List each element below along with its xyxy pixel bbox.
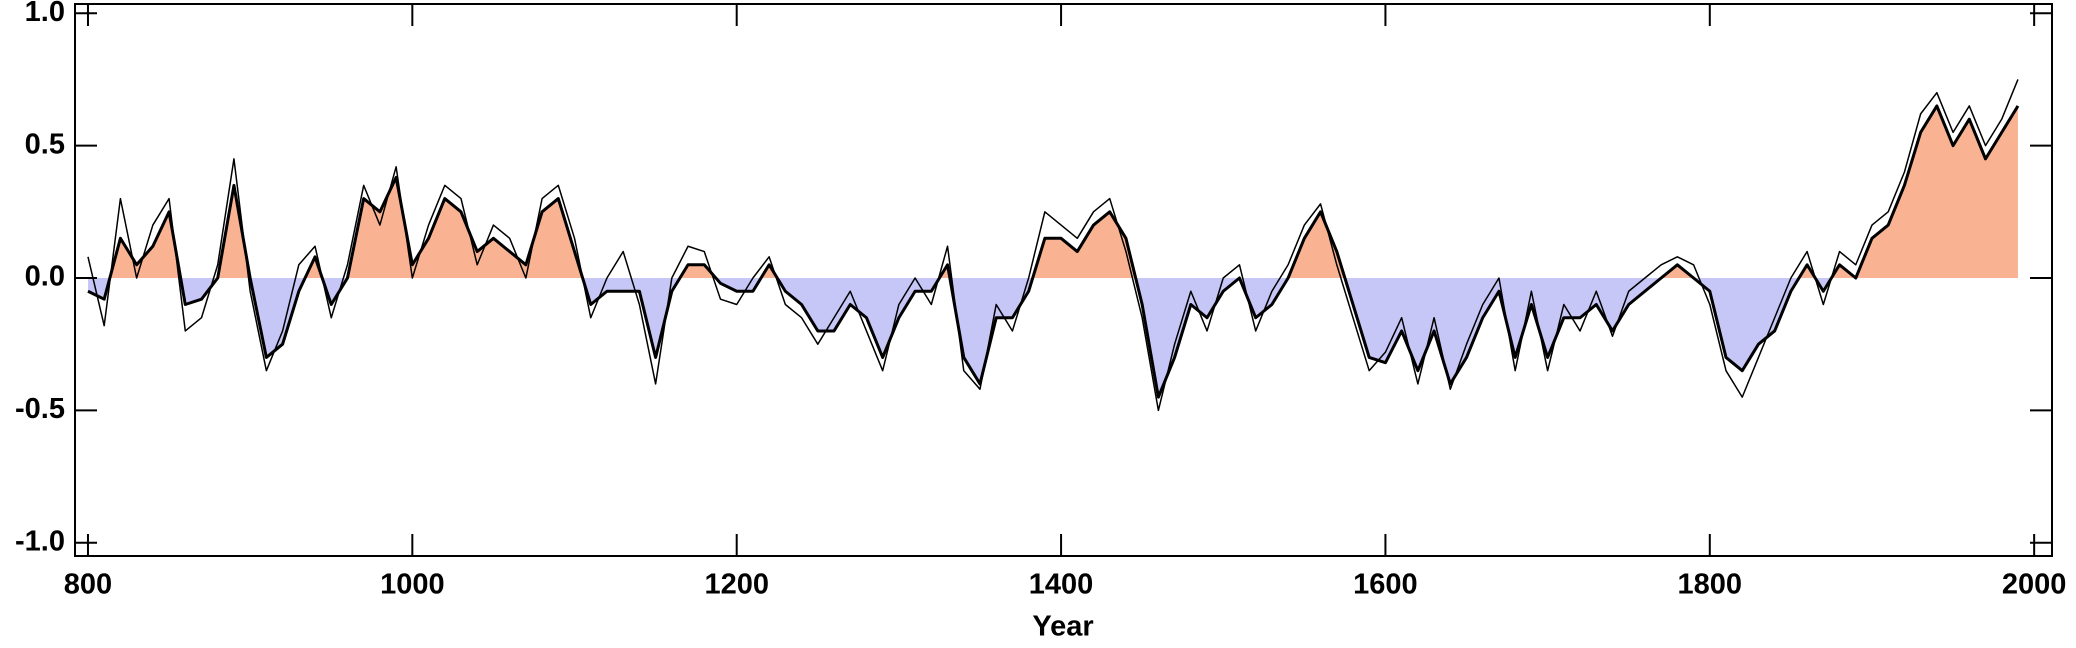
x-tick-label: 1600 [1353, 569, 1418, 601]
x-axis-label: Year [1032, 611, 1093, 643]
y-tick-label: 0.5 [25, 128, 65, 160]
x-tick-label: 800 [64, 569, 112, 601]
x-tick-label: 1000 [380, 569, 445, 601]
area-below [87, 278, 1832, 398]
series-line [87, 104, 2020, 399]
x-tick-label: 1200 [704, 569, 769, 601]
y-tick-label: -0.5 [15, 393, 65, 425]
series-line [87, 79, 2019, 412]
plot-frame [74, 3, 2053, 557]
x-tick-label: 1400 [1029, 569, 1094, 601]
x-tick-label: 1800 [1678, 569, 1743, 601]
y-tick-label: -1.0 [15, 525, 65, 557]
area-above [87, 105, 2018, 279]
y-tick-label: 1.0 [25, 0, 65, 28]
x-tick-label: 2000 [2002, 569, 2067, 601]
y-tick-label: 0.0 [25, 261, 65, 293]
